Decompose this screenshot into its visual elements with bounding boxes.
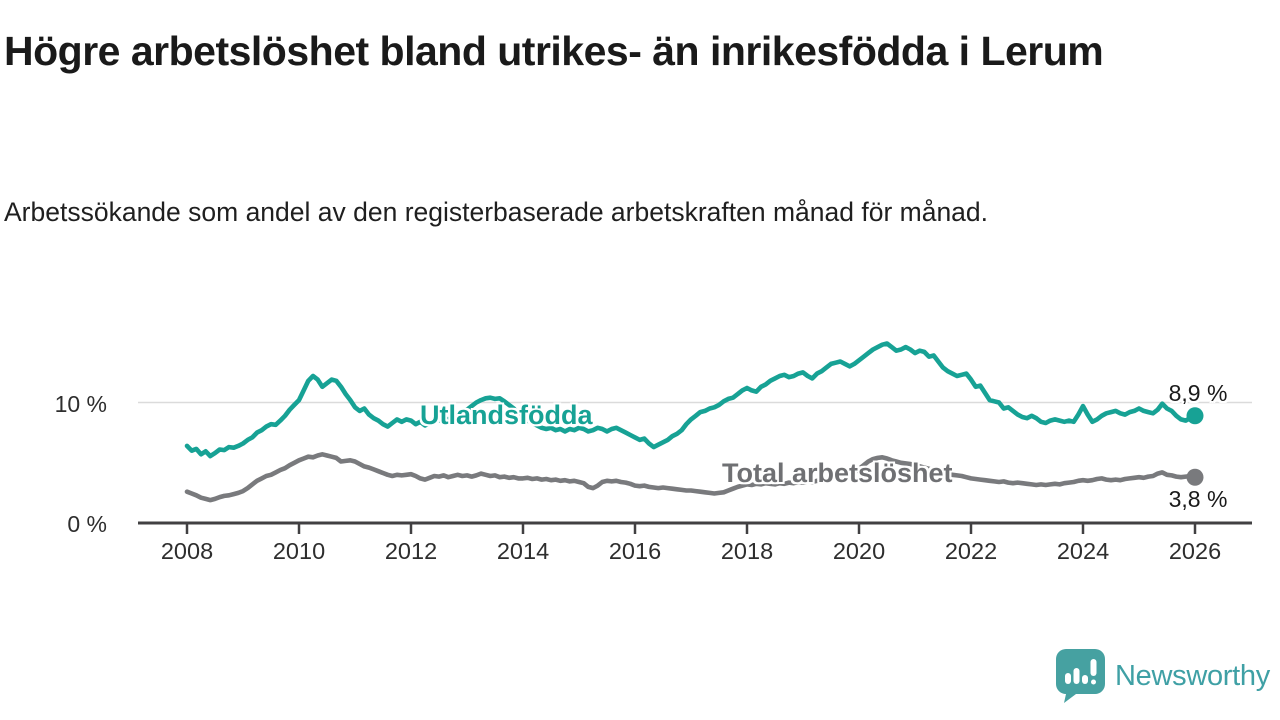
chart-subtitle: Arbetssökande som andel av den registerb…: [4, 197, 989, 227]
newsworthy-logo-text: Newsworthy: [1115, 659, 1270, 692]
y-axis-label-0: 0 %: [67, 511, 107, 537]
x-axis-label: 2008: [161, 538, 213, 564]
series-line-total: [184, 451, 1198, 503]
x-axis-label: 2024: [1057, 538, 1109, 564]
x-axis-label: 2010: [273, 538, 325, 564]
series-line-utlandsfodda: [184, 341, 1198, 459]
x-axis-label: 2026: [1169, 538, 1221, 564]
series-label-utlandsfodda: Utlandsfödda: [420, 400, 593, 430]
x-axis-label: 2018: [721, 538, 773, 564]
end-value-label-utlandsfodda: 8,9 %: [1168, 380, 1228, 406]
series-label-total-arbetsloshet: Total arbetslöshet: [722, 458, 953, 488]
end-value-label-total: 3,8 %: [1168, 486, 1228, 512]
series-end-dot-total: [1186, 468, 1204, 486]
x-axis-label: 2022: [945, 538, 997, 564]
x-axis-label: 2016: [609, 538, 661, 564]
x-axis-label: 2014: [497, 538, 549, 564]
x-axis-label: 2012: [385, 538, 437, 564]
series-end-dot-utlandsfodda: [1186, 407, 1204, 425]
page-title: Högre arbetslöshet bland utrikes- än inr…: [4, 28, 1104, 74]
newsworthy-bar-chart-speech-bubble-icon: [1056, 649, 1105, 703]
y-axis-label-10: 10 %: [54, 391, 107, 417]
newsworthy-logo: Newsworthy: [1054, 648, 1280, 704]
x-axis-label: 2020: [833, 538, 885, 564]
